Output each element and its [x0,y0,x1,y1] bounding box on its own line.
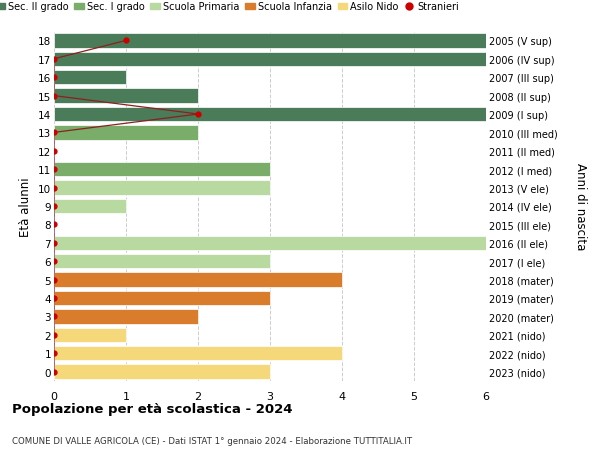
Y-axis label: Età alunni: Età alunni [19,177,32,236]
Bar [54,364,270,379]
Text: Popolazione per età scolastica - 2024: Popolazione per età scolastica - 2024 [12,403,293,415]
Bar [54,236,486,251]
Bar [54,126,198,140]
Bar [54,346,342,361]
Bar [54,291,270,306]
Bar [54,89,198,104]
Text: COMUNE DI VALLE AGRICOLA (CE) - Dati ISTAT 1° gennaio 2024 - Elaborazione TUTTIT: COMUNE DI VALLE AGRICOLA (CE) - Dati IST… [12,436,412,445]
Bar [54,71,126,85]
Y-axis label: Anni di nascita: Anni di nascita [574,163,587,250]
Bar [54,34,486,49]
Bar [54,309,198,324]
Legend: Sec. II grado, Sec. I grado, Scuola Primaria, Scuola Infanzia, Asilo Nido, Stran: Sec. II grado, Sec. I grado, Scuola Prim… [0,0,463,17]
Bar [54,181,270,196]
Bar [54,328,126,342]
Bar [54,199,126,214]
Bar [54,162,270,177]
Bar [54,273,342,287]
Bar [54,107,486,122]
Bar [54,52,486,67]
Bar [54,254,270,269]
